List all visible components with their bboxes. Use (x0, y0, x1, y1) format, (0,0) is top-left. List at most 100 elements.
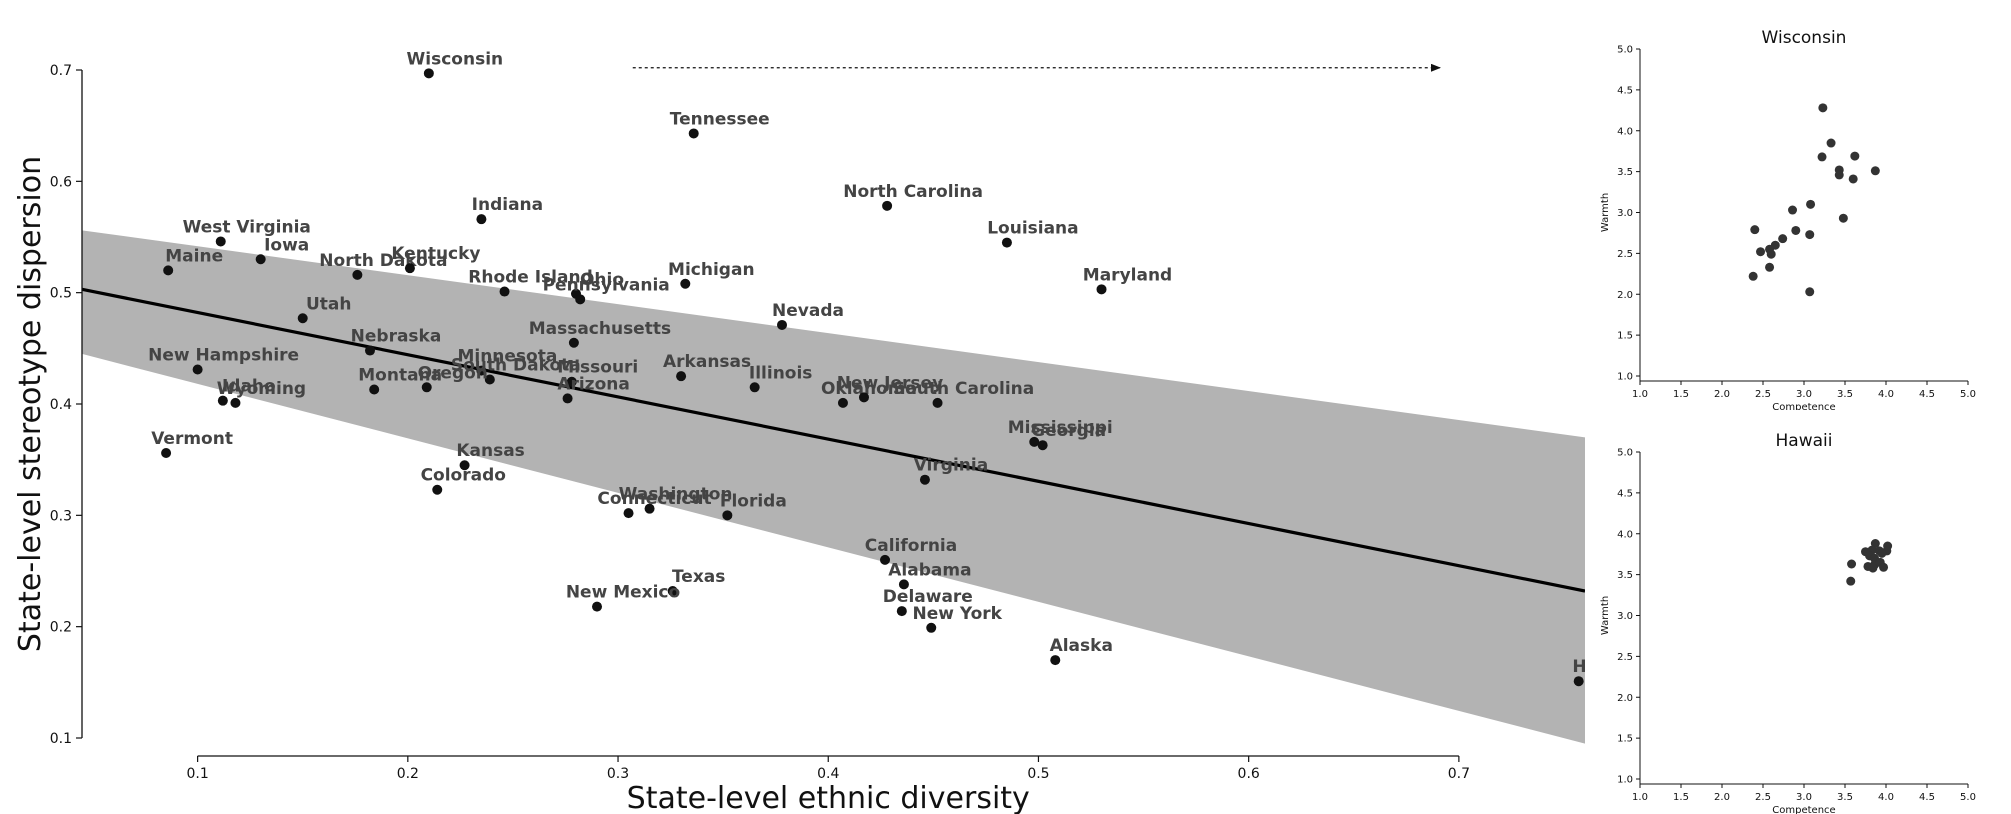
label-alaska: Alaska (1050, 636, 1113, 656)
label-west-virginia: West Virginia (183, 217, 311, 237)
wisconsin-inset-x-tick-label: 1.0 (1632, 389, 1648, 400)
point-west-virginia (215, 236, 226, 247)
label-kentucky: Kentucky (391, 244, 480, 264)
main-scatter-chart: 0.1 0.2 0.3 0.4 0.5 0.6 0.7 0.1 0.2 0.3 0.4 0.5 0.6 0… (13, 49, 1585, 814)
label-kansas: Kansas (456, 441, 524, 461)
point-missouri (566, 376, 577, 387)
label-nevada: Nevada (772, 301, 844, 321)
point-wyoming (230, 397, 241, 408)
wisconsin-inset-y-tick-label: 4.5 (1617, 85, 1633, 96)
wisconsin-inset-y-tick-label: 2.5 (1617, 249, 1633, 260)
label-north-dakota: North Dakota (319, 251, 447, 271)
hawaii-inset-y-tick-label: 5.0 (1617, 448, 1633, 459)
point-alaska (1050, 655, 1061, 666)
hawaii-inset-x-tick-label: 4.5 (1919, 792, 1935, 803)
hawaii-inset-point (1877, 548, 1887, 558)
label-missouri: Missouri (557, 358, 638, 378)
label-oregon: Oregon (418, 363, 488, 383)
x-tick-label: 0.7 (1448, 766, 1470, 782)
regression-line (81, 287, 1585, 593)
wisconsin-inset-y-tick-label: 4.0 (1617, 126, 1633, 137)
x-tick-label: 0.6 (1238, 766, 1260, 782)
point-kentucky (404, 263, 415, 274)
hawaii-inset-x-tick-label: 3.5 (1837, 792, 1853, 803)
x-axis-title: State-level ethnic diversity (627, 781, 1030, 814)
point-delaware (896, 606, 907, 617)
wisconsin-inset-x-tick-label: 5.0 (1960, 389, 1976, 400)
wisconsin-inset-point (1778, 234, 1788, 244)
label-rhode-island: Rhode Island (468, 268, 593, 288)
hawaii-inset-point (1847, 559, 1857, 569)
wisconsin-inset-point (1850, 151, 1860, 161)
hawaii-inset-y-tick-label: 1.0 (1617, 775, 1633, 786)
wisconsin-inset-point (1805, 287, 1815, 297)
wisconsin-inset-y-tick-label: 2.0 (1617, 290, 1633, 301)
hawaii-inset-x-tick-label: 2.5 (1755, 792, 1771, 803)
label-alabama: Alabama (888, 560, 971, 580)
label-wisconsin: Wisconsin (407, 49, 504, 69)
wisconsin-inset-point (1788, 205, 1798, 215)
point-iowa (255, 254, 266, 265)
point-washington (644, 503, 655, 514)
point-indiana (476, 214, 487, 225)
y-tick-label: 0.6 (50, 174, 72, 190)
label-wyoming: Wyoming (217, 379, 306, 399)
label-arizona: Arizona (557, 374, 630, 394)
point-louisiana (1001, 237, 1012, 248)
label-florida: Florida (720, 491, 787, 511)
point-new-york (926, 622, 937, 633)
point-north-carolina (882, 200, 893, 211)
hawaii-inset-chart: Hawaii 1.0 1.5 2.0 2.5 3.0 3.5 4.0 4.5 5.0 1.0 1.5 2… (1600, 431, 1976, 814)
point-nebraska (364, 345, 375, 356)
wisconsin-inset-point (1818, 103, 1828, 113)
wisconsin-inset-y-tick-label: 1.0 (1617, 372, 1633, 383)
point-south-carolina (932, 397, 943, 408)
label-south-dakota: South Dakota (451, 356, 581, 376)
wisconsin-inset-title: Wisconsin (1762, 28, 1847, 48)
point-illinois (749, 382, 760, 393)
point-rhode-island (499, 286, 510, 297)
hawaii-inset-y-tick-label: 4.0 (1617, 529, 1633, 540)
label-indiana: Indiana (472, 195, 543, 215)
label-california: California (865, 536, 957, 556)
hawaii-inset-y-axis-title: Warmth (1600, 596, 1611, 635)
point-tennessee (688, 128, 699, 139)
label-utah: Utah (306, 294, 352, 314)
hawaii-inset-x-tick-label: 3.0 (1796, 792, 1812, 803)
wisconsin-inset-x-axis-title: Competence (1772, 402, 1835, 410)
label-new-mexico: New Mexico (566, 583, 680, 603)
hawaii-inset-y-tick-label: 3.0 (1617, 611, 1633, 622)
point-florida (722, 510, 733, 521)
wisconsin-inset-chart: Wisconsin 1.0 1.5 2.0 2.5 3.0 3.5 4.0 4.5 5.0 1.0 1… (1600, 28, 1976, 410)
point-maryland (1096, 284, 1107, 295)
point-virginia (919, 474, 930, 485)
wisconsin-inset-point (1765, 262, 1775, 272)
wisconsin-inset-point (1766, 249, 1776, 259)
point-utah (297, 313, 308, 324)
wisconsin-inset-point (1826, 138, 1836, 148)
hawaii-inset-x-tick-label: 1.5 (1673, 792, 1689, 803)
x-tick-label: 0.3 (607, 766, 629, 782)
wisconsin-inset-point (1791, 225, 1801, 235)
point-idaho (217, 395, 228, 406)
label-colorado: Colorado (421, 466, 506, 486)
wisconsin-inset-point (1848, 174, 1858, 184)
point-michigan (680, 278, 691, 289)
confidence-band (82, 230, 1585, 744)
hawaii-inset-point (1868, 563, 1878, 573)
hawaii-inset-y-tick-label: 2.5 (1617, 652, 1633, 663)
point-arkansas (676, 371, 687, 382)
point-massachusetts (568, 337, 579, 348)
hawaii-inset-x-tick-label: 1.0 (1632, 792, 1648, 803)
label-nebraska: Nebraska (351, 327, 442, 347)
label-michigan: Michigan (668, 260, 755, 280)
wisconsin-inset-x-tick-label: 2.5 (1755, 389, 1771, 400)
hawaii-inset-point (1846, 576, 1856, 586)
label-minnesota: Minnesota (457, 347, 557, 367)
hawaii-inset-x-tick-label: 4.0 (1878, 792, 1894, 803)
wisconsin-inset-point (1748, 271, 1758, 281)
wisconsin-inset-y-tick-label: 5.0 (1617, 45, 1633, 56)
y-axis-title: State-level stereotype dispersion (13, 156, 48, 652)
point-wisconsin (423, 68, 434, 79)
point-colorado (432, 484, 443, 495)
